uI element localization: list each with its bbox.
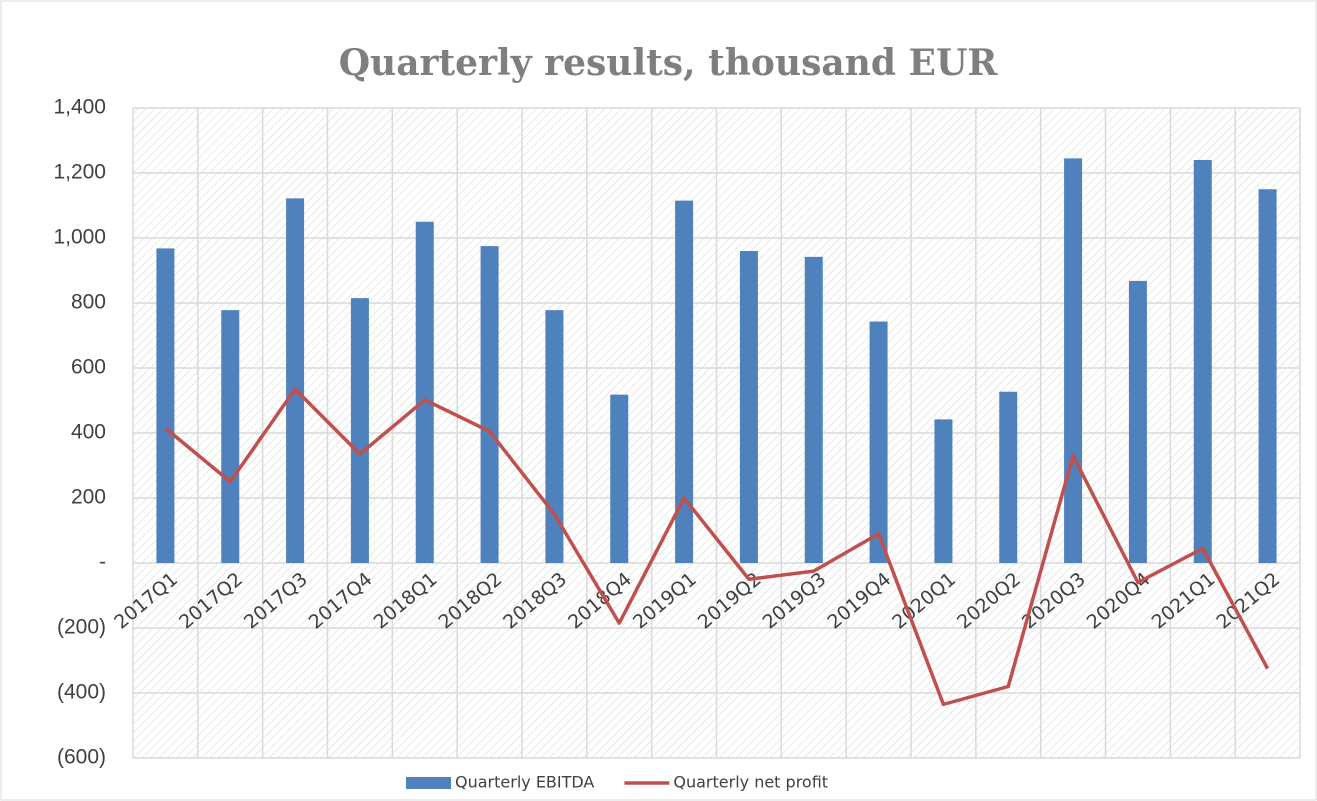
y-tick-label: (200) — [57, 616, 106, 639]
y-tick-label: 800 — [71, 291, 106, 314]
y-tick-label: 200 — [71, 486, 106, 509]
bar — [739, 251, 758, 563]
bar — [545, 310, 564, 563]
y-tick-label: (600) — [57, 746, 106, 769]
bar — [156, 248, 175, 563]
line — [164, 387, 1270, 707]
y-tick-label: (400) — [57, 681, 106, 704]
bar — [934, 419, 953, 563]
bar — [350, 298, 369, 563]
y-tick-label: 1,200 — [53, 161, 106, 184]
bar — [415, 221, 434, 563]
legend-label: Quarterly EBITDA — [455, 773, 594, 792]
y-tick-label: 1,400 — [53, 96, 106, 119]
bar — [869, 321, 888, 563]
bar — [610, 394, 629, 563]
y-tick-label: - — [99, 551, 106, 574]
bar — [221, 310, 240, 563]
bar — [1064, 158, 1083, 563]
bar — [286, 198, 305, 563]
legend-label: Quarterly net profit — [673, 773, 828, 792]
bar — [999, 391, 1018, 563]
y-tick-label: 600 — [71, 356, 106, 379]
legend-swatch — [406, 777, 451, 789]
y-tick-label: 1,000 — [53, 226, 106, 249]
bar — [675, 200, 694, 563]
bar — [1193, 160, 1212, 563]
bar — [1128, 280, 1147, 563]
y-tick-label: 400 — [71, 421, 106, 444]
bar — [804, 256, 823, 563]
chart-title: Quarterly results, thousand EUR — [339, 42, 999, 84]
bar — [480, 246, 499, 563]
bar — [1258, 189, 1277, 563]
